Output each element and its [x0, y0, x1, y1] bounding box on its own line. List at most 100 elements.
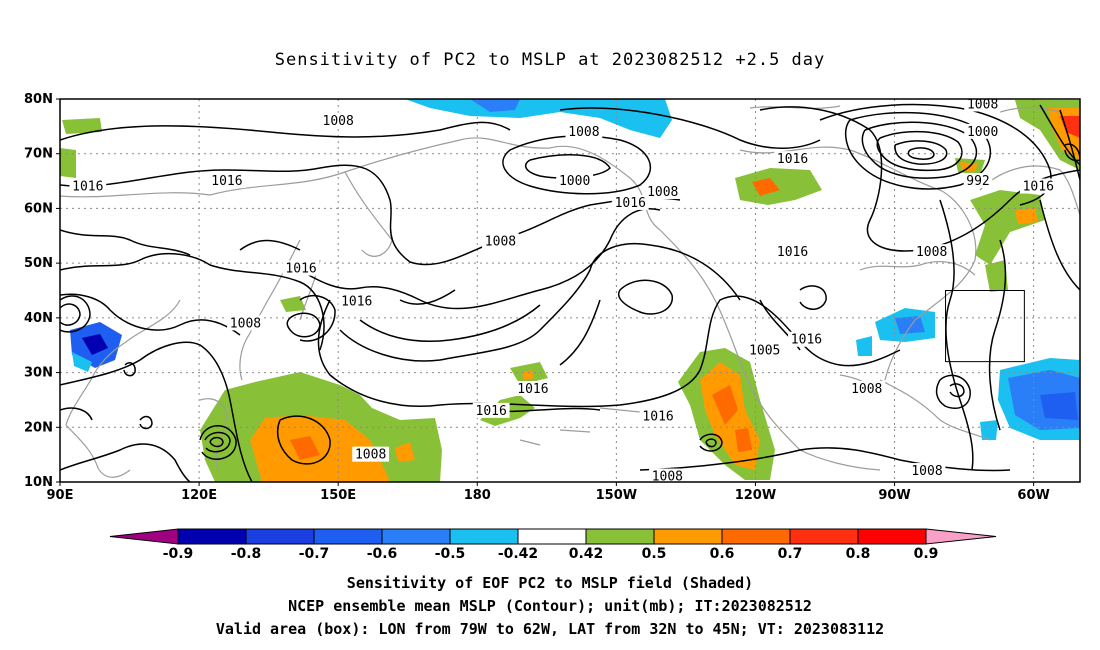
colorbar-label: -0.9 [163, 546, 194, 562]
colorbar-swatch [653, 528, 723, 545]
contour-label: 1008 [568, 125, 599, 140]
contour-label-bg [913, 244, 951, 260]
valid-area-box [945, 290, 1025, 363]
lon-tick-label: 120E [181, 488, 217, 503]
contour-label: 1016 [642, 409, 673, 424]
colorbar-label: 0.6 [710, 546, 735, 562]
colorbar-swatch [721, 528, 791, 545]
colorbar-swatch [177, 528, 247, 545]
colorbar-low-arrow [109, 528, 179, 545]
colorbar-label: -0.5 [435, 546, 466, 562]
contour-label: 992 [966, 174, 989, 189]
contour-label-bg [644, 184, 682, 200]
colorbar: -0.9 -0.8 -0.7 -0.6 -0.5 -0.42 0.42 0.5 0.6 0.7 0.… [109, 528, 997, 562]
lat-tick-label: 60N [24, 201, 53, 216]
contour-label-bg [964, 123, 1002, 139]
shade-positive-region [62, 118, 102, 134]
lat-tick-label: 30N [24, 366, 53, 381]
colorbar-swatch [381, 528, 451, 545]
plot-frame [59, 98, 1081, 483]
lat-tick-label: 70N [24, 147, 53, 162]
caption-line-1: Sensitivity of EOF PC2 to MSLP field (Sh… [346, 574, 754, 592]
contour-label-bg [648, 468, 686, 484]
colorbar-label: -0.6 [367, 546, 398, 562]
shaded-sensitivity [60, 99, 1080, 482]
contour-label-bg [227, 315, 264, 331]
shade-positive-region [1060, 116, 1080, 138]
shade-negative-region [82, 334, 108, 355]
colorbar-label: 0.7 [778, 546, 803, 562]
contour-label: 1016 [517, 382, 548, 397]
shade-positive-region [712, 385, 738, 425]
contour-label: 1005 [749, 344, 780, 359]
contour-label-bg [514, 380, 552, 396]
contour-label-bg [908, 463, 946, 479]
contour-label: 1016 [476, 404, 507, 419]
contour-label-bg [208, 173, 246, 189]
contour-label: 1008 [911, 464, 942, 479]
colorbar-label: -0.7 [299, 546, 330, 562]
shade-positive-region [522, 370, 534, 380]
contour-label: 1008 [647, 185, 678, 200]
shade-negative-region [895, 316, 925, 334]
colorbar-label: -0.42 [498, 546, 538, 562]
contour-label-bg [1019, 178, 1057, 194]
lat-tick-label: 40N [24, 311, 53, 326]
colorbar-high-arrow [925, 528, 997, 545]
contour-label: 1016 [777, 245, 808, 260]
contour-label-bg [964, 96, 1002, 112]
contour-label-bg [69, 178, 107, 194]
contour-label-bg [639, 408, 677, 424]
contour-label: 1008 [355, 448, 386, 463]
lon-tick-label: 90W [878, 488, 910, 503]
contour-label-bg [611, 194, 649, 210]
shade-positive-region [395, 442, 415, 462]
contour-labels: 1008 1016 1016 1016 1008 1016 1008 1008 1000 1008… [69, 96, 1057, 485]
shade-positive-region [985, 260, 1008, 292]
colorbar-swatch [857, 528, 927, 545]
caption-line-2: NCEP ensemble mean MSLP (Contour); unit(… [288, 597, 812, 615]
contour-label: 1008 [652, 470, 683, 485]
contour-label: 1016 [777, 152, 808, 167]
shade-negative-region [72, 352, 92, 372]
colorbar-label: 0.42 [569, 546, 604, 562]
colorbar-label: -0.8 [231, 546, 262, 562]
contour-label: 1008 [967, 97, 998, 112]
shade-negative-region [856, 336, 872, 356]
shade-positive-region [1015, 208, 1038, 224]
colorbar-label: 0.8 [846, 546, 871, 562]
contour-label: 1000 [559, 174, 590, 189]
shade-positive-region [752, 178, 780, 196]
contour-label-bg [848, 380, 886, 396]
contour-label-bg [482, 233, 519, 249]
contour-label-bg [352, 446, 390, 462]
shade-positive-region [60, 148, 76, 178]
colorbar-label: 0.9 [914, 546, 939, 562]
contour-label: 1008 [230, 316, 261, 331]
colorbar-swatch [789, 528, 859, 545]
shade-positive-region [735, 168, 822, 205]
lat-tick-label: 20N [24, 420, 53, 435]
contour-label: 1016 [72, 180, 103, 195]
caption-line-3: Valid area (box): LON from 79W to 62W, L… [215, 620, 885, 638]
lon-tick-label: 60W [1017, 488, 1049, 503]
coastlines [60, 105, 1080, 478]
contour-label: 1008 [916, 245, 947, 260]
colorbar-label: 0.5 [642, 546, 667, 562]
contour-label-bg [338, 293, 376, 309]
lat-tick-label: 10N [24, 475, 53, 490]
shade-positive-region [735, 428, 752, 452]
contour-label: 1008 [851, 382, 882, 397]
contour-label-bg [788, 331, 825, 347]
shade-positive-region [250, 415, 390, 482]
lon-tick-label: 90E [47, 488, 74, 503]
contour-label-bg [472, 402, 510, 418]
lon-tick-label: 120W [735, 488, 776, 503]
contour-label-bg [319, 112, 357, 128]
shade-negative-region [470, 99, 520, 112]
contour-label-bg [963, 173, 993, 189]
contour-label: 1008 [485, 234, 516, 249]
contour-label-bg [774, 244, 811, 260]
